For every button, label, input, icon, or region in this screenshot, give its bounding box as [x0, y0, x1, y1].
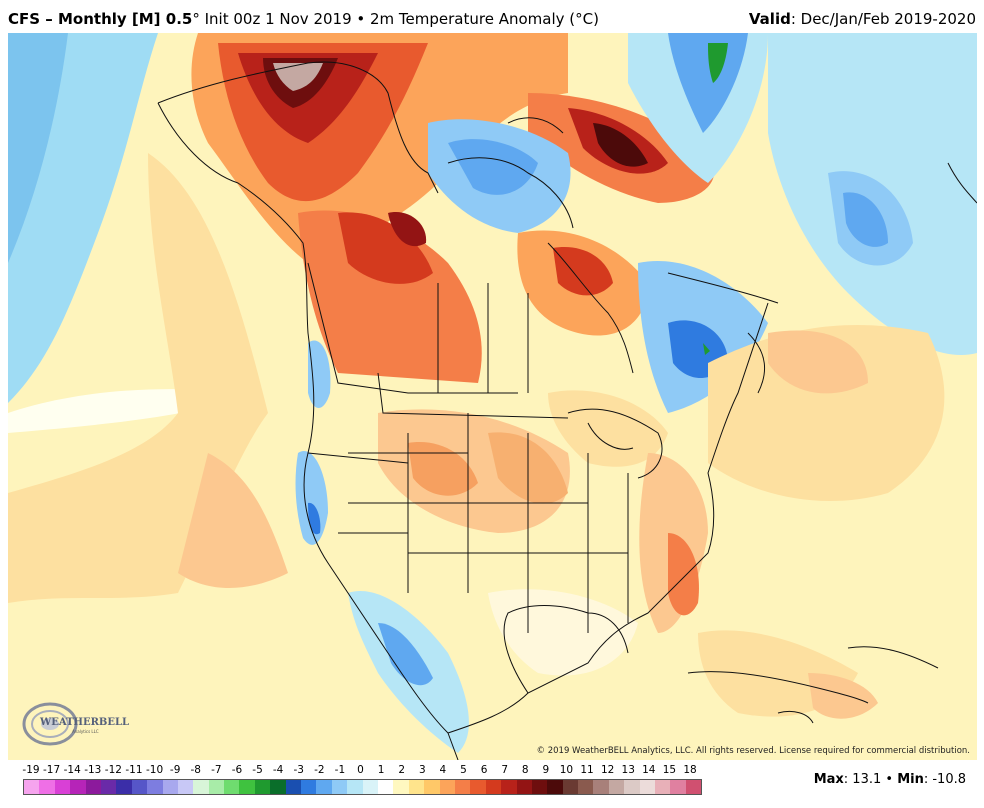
- legend-swatch: [454, 780, 471, 794]
- legend-label: -14: [63, 764, 81, 776]
- legend-swatch: [470, 780, 486, 794]
- legend-swatch: [424, 780, 440, 794]
- legend-swatch: [147, 780, 163, 794]
- legend-swatch: [316, 780, 332, 794]
- legend-label: 2: [398, 764, 406, 776]
- legend-swatch: [670, 780, 686, 794]
- legend-label: -7: [211, 764, 222, 776]
- legend-swatch: [562, 780, 579, 794]
- legend-swatch: [162, 780, 178, 794]
- anomaly-map: [8, 33, 977, 760]
- legend-swatch: [347, 780, 363, 794]
- legend-swatch: [85, 780, 101, 794]
- legend-swatch: [531, 780, 548, 794]
- weatherbell-logo: [22, 702, 78, 746]
- legend-label: -3: [293, 764, 304, 776]
- legend-swatch: [624, 780, 640, 794]
- legend-swatch: [270, 780, 286, 794]
- legend-swatch: [393, 780, 409, 794]
- legend-swatch: [439, 780, 455, 794]
- legend-label: -19: [22, 764, 40, 776]
- legend-swatch: [362, 780, 378, 794]
- legend-swatch: [408, 780, 425, 794]
- valid-label: Valid: [748, 10, 791, 28]
- max-label: Max: [813, 772, 844, 787]
- legend-label: 12: [600, 764, 615, 776]
- legend-label: 5: [460, 764, 467, 776]
- legend-swatch: [24, 780, 40, 794]
- legend-swatch: [254, 780, 271, 794]
- legend-swatch: [100, 780, 117, 794]
- legend-label: -8: [190, 764, 201, 776]
- legend-label: -13: [84, 764, 102, 776]
- title-model: CFS – Monthly [M] 0.5: [8, 10, 193, 28]
- legend-swatch: [193, 780, 209, 794]
- legend-swatch: [285, 780, 302, 794]
- legend-label: -4: [272, 764, 284, 776]
- legend-swatch: [639, 780, 656, 794]
- legend-label: -9: [169, 764, 181, 776]
- legend-label: 4: [439, 764, 447, 776]
- valid-period: Valid: Dec/Jan/Feb 2019-2020: [749, 10, 976, 28]
- legend-swatch: [116, 780, 132, 794]
- copyright-credit: © 2019 WeatherBELL Analytics, LLC. All r…: [536, 746, 970, 756]
- legend-swatch: [331, 780, 348, 794]
- legend-label: 9: [542, 764, 550, 776]
- legend-swatch: [239, 780, 255, 794]
- legend-swatch: [655, 780, 671, 794]
- legend-swatch: [131, 780, 148, 794]
- legend-label: 6: [480, 764, 488, 776]
- legend-swatch: [208, 780, 225, 794]
- logo-text: WEATHERBELL: [40, 717, 130, 728]
- legend-swatch: [39, 780, 55, 794]
- legend-swatch: [224, 780, 240, 794]
- legend-label: 8: [521, 764, 529, 776]
- legend-label: 1: [377, 764, 385, 776]
- min-value: : -10.8: [923, 772, 966, 787]
- legend-colorbar: [23, 779, 702, 795]
- legend-label: 14: [642, 764, 656, 776]
- legend-swatch: [70, 780, 86, 794]
- legend-swatch: [485, 780, 502, 794]
- legend-label: -10: [145, 764, 164, 776]
- max-min-readout: Max: 13.1 • Min: -10.8: [814, 772, 966, 787]
- color-legend: -19 -17 -14 -13 -12 -11 -10 -9 -8 -7 -6 -5 -4 -3 -2 -1 0…: [20, 764, 704, 795]
- logo-subtext: Analytics LLC: [72, 729, 99, 734]
- legend-label: 15: [662, 764, 677, 776]
- legend-labels: -19 -17 -14 -13 -12 -11 -10 -9 -8 -7 -6 -5 -4 -3 -2 -1 0…: [20, 764, 704, 778]
- anomaly-map-graphic: [8, 33, 977, 760]
- legend-label: -6: [231, 764, 243, 776]
- legend-label: 18: [683, 764, 697, 776]
- valid-value: : Dec/Jan/Feb 2019-2020: [790, 10, 976, 28]
- legend-swatch: [501, 780, 517, 794]
- legend-swatch: [608, 780, 625, 794]
- legend-swatch: [54, 780, 71, 794]
- max-value: : 13.1 •: [843, 772, 898, 787]
- legend-label: -5: [252, 764, 263, 776]
- legend-label: -2: [314, 764, 325, 776]
- map-title: CFS – Monthly [M] 0.5° Init 00z 1 Nov 20…: [8, 10, 599, 28]
- legend-swatch: [578, 780, 594, 794]
- legend-label: -11: [125, 764, 143, 776]
- legend-swatch: [301, 780, 317, 794]
- legend-swatch: [377, 780, 394, 794]
- legend-label: 3: [418, 764, 426, 776]
- legend-label: -1: [334, 764, 346, 776]
- map-header: CFS – Monthly [M] 0.5° Init 00z 1 Nov 20…: [0, 0, 984, 33]
- legend-label: -17: [43, 764, 61, 776]
- legend-label: 11: [580, 764, 594, 776]
- title-details: ° Init 00z 1 Nov 2019 • 2m Temperature A…: [192, 10, 599, 28]
- legend-swatch: [177, 780, 194, 794]
- legend-label: 0: [357, 764, 364, 776]
- min-label: Min: [897, 772, 924, 787]
- legend-swatch: [685, 780, 702, 794]
- legend-label: 10: [559, 764, 574, 776]
- legend-label: -12: [104, 764, 122, 776]
- legend-swatch: [516, 780, 532, 794]
- legend-swatch: [593, 780, 609, 794]
- legend-label: 13: [621, 764, 635, 776]
- legend-swatch: [547, 780, 563, 794]
- legend-label: 7: [501, 764, 508, 776]
